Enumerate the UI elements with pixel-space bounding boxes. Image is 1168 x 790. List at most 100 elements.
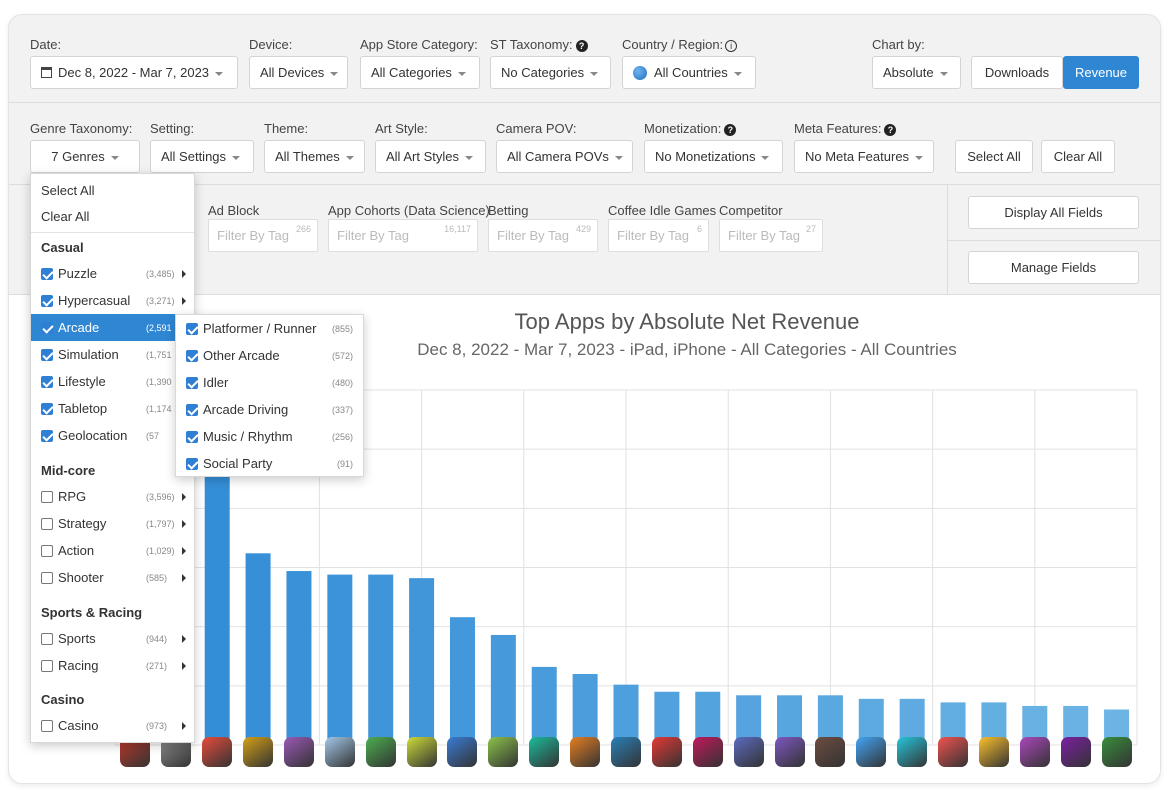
chart-by-dropdown[interactable]: Absolute xyxy=(872,56,961,89)
app-icon[interactable] xyxy=(570,737,601,767)
app-icon[interactable] xyxy=(978,737,1009,767)
checkbox[interactable] xyxy=(41,429,53,442)
revenue-bar-18[interactable] xyxy=(817,695,843,745)
checkbox[interactable] xyxy=(41,294,53,307)
menu-select-all[interactable]: Select All xyxy=(41,183,95,198)
chevron-right-icon[interactable] xyxy=(182,546,186,555)
genre-item-strategy[interactable]: Strategy (1,797) xyxy=(31,510,194,537)
competitor-filter-input[interactable]: Filter By Tag 27 xyxy=(719,219,823,252)
app-icon[interactable] xyxy=(324,737,355,767)
checkbox[interactable] xyxy=(41,348,53,361)
revenue-bar-12[interactable] xyxy=(572,674,598,745)
help-icon[interactable]: ? xyxy=(884,123,897,136)
chevron-right-icon[interactable] xyxy=(182,519,186,528)
checkbox[interactable] xyxy=(186,403,198,416)
camera-pov-dropdown[interactable]: All Camera POVs xyxy=(496,140,633,173)
revenue-bar-9[interactable] xyxy=(449,617,475,745)
checkbox[interactable] xyxy=(186,376,198,389)
revenue-bar-4[interactable] xyxy=(245,553,271,745)
ad-block-filter-input[interactable]: Filter By Tag 266 xyxy=(208,219,318,252)
display-all-fields-button[interactable]: Display All Fields xyxy=(968,196,1139,229)
genre-item-geolocation[interactable]: Geolocation (57 xyxy=(31,422,194,449)
app-icon[interactable] xyxy=(1019,737,1050,767)
app-icon[interactable] xyxy=(447,737,478,767)
checkbox[interactable] xyxy=(186,457,198,470)
revenue-bar-13[interactable] xyxy=(613,684,639,745)
app-icon[interactable] xyxy=(692,737,723,767)
app-icon[interactable] xyxy=(897,737,928,767)
revenue-bar-16[interactable] xyxy=(736,695,762,745)
app-icon[interactable] xyxy=(651,737,682,767)
checkbox[interactable] xyxy=(186,322,198,335)
checkbox[interactable] xyxy=(41,659,53,672)
checkbox[interactable] xyxy=(41,267,53,280)
revenue-bar-6[interactable] xyxy=(327,574,353,745)
checkbox[interactable] xyxy=(41,375,53,388)
app-icon[interactable] xyxy=(202,737,233,767)
chevron-right-icon[interactable] xyxy=(182,269,186,278)
chevron-right-icon[interactable] xyxy=(182,721,186,730)
genre-item-casino[interactable]: Casino (973) xyxy=(31,712,194,739)
app-icon[interactable] xyxy=(815,737,846,767)
country-dropdown[interactable]: All Countries xyxy=(622,56,756,89)
revenue-bar-10[interactable] xyxy=(490,634,516,745)
checkbox[interactable] xyxy=(41,632,53,645)
genre-item-hypercasual[interactable]: Hypercasual (3,271) xyxy=(31,287,194,314)
revenue-bar-11[interactable] xyxy=(531,666,557,745)
checkbox[interactable] xyxy=(41,719,53,732)
revenue-toggle-button[interactable]: Revenue xyxy=(1063,56,1139,89)
coffee-idle-games-filter-input[interactable]: Filter By Tag 6 xyxy=(608,219,709,252)
genre-item-racing[interactable]: Racing (271) xyxy=(31,652,194,679)
checkbox[interactable] xyxy=(41,490,53,503)
genre-item-sports[interactable]: Sports (944) xyxy=(31,625,194,652)
app-icon[interactable] xyxy=(774,737,805,767)
app-store-category-dropdown[interactable]: All Categories xyxy=(360,56,480,89)
app-icon[interactable] xyxy=(243,737,274,767)
genre-item-shooter[interactable]: Shooter (585) xyxy=(31,564,194,591)
arcade-subgenre-other-arcade[interactable]: Other Arcade (572) xyxy=(176,342,363,369)
menu-clear-all[interactable]: Clear All xyxy=(41,209,90,224)
meta-features-dropdown[interactable]: No Meta Features xyxy=(794,140,934,173)
genre-item-lifestyle[interactable]: Lifestyle (1,390 xyxy=(31,368,194,395)
app-icon[interactable] xyxy=(611,737,641,767)
app-cohorts-filter-input[interactable]: Filter By Tag 16,117 xyxy=(328,219,478,252)
clear-all-button[interactable]: Clear All xyxy=(1041,140,1115,173)
chevron-right-icon[interactable] xyxy=(182,634,186,643)
checkbox[interactable] xyxy=(186,430,198,443)
app-icon[interactable] xyxy=(938,737,969,767)
revenue-bar-17[interactable] xyxy=(777,695,803,745)
arcade-subgenre-social-party[interactable]: Social Party (91) xyxy=(176,450,363,477)
app-icon[interactable] xyxy=(365,737,396,767)
chevron-right-icon[interactable] xyxy=(182,573,186,582)
select-all-button[interactable]: Select All xyxy=(955,140,1033,173)
chevron-right-icon[interactable] xyxy=(182,492,186,501)
help-icon[interactable]: ? xyxy=(575,39,588,52)
app-icon[interactable] xyxy=(406,737,437,767)
checkbox[interactable] xyxy=(41,517,53,530)
st-taxonomy-dropdown[interactable]: No Categories xyxy=(490,56,611,89)
genre-item-puzzle[interactable]: Puzzle (3,485) xyxy=(31,260,194,287)
revenue-bar-5[interactable] xyxy=(286,571,312,745)
device-dropdown[interactable]: All Devices xyxy=(249,56,348,89)
arcade-subgenre-platformer-runner[interactable]: Platformer / Runner (855) xyxy=(176,315,363,342)
app-icon[interactable] xyxy=(1101,737,1132,767)
checkbox[interactable] xyxy=(41,321,53,334)
app-icon[interactable] xyxy=(1060,737,1091,767)
genre-item-tabletop[interactable]: Tabletop (1,174 xyxy=(31,395,194,422)
monetization-dropdown[interactable]: No Monetizations xyxy=(644,140,783,173)
genre-item-simulation[interactable]: Simulation (1,751 xyxy=(31,341,194,368)
genre-item-rpg[interactable]: RPG (3,596) xyxy=(31,483,194,510)
setting-dropdown[interactable]: All Settings xyxy=(150,140,254,173)
app-icon[interactable] xyxy=(733,737,764,767)
revenue-bar-15[interactable] xyxy=(695,691,721,745)
app-icon[interactable] xyxy=(529,737,560,767)
theme-dropdown[interactable]: All Themes xyxy=(264,140,365,173)
checkbox[interactable] xyxy=(41,571,53,584)
genre-item-action[interactable]: Action (1,029) xyxy=(31,537,194,564)
date-range-dropdown[interactable]: Dec 8, 2022 - Mar 7, 2023 xyxy=(30,56,238,89)
manage-fields-button[interactable]: Manage Fields xyxy=(968,251,1139,284)
app-icon[interactable] xyxy=(856,737,887,767)
chevron-right-icon[interactable] xyxy=(182,661,186,670)
arcade-subgenre-arcade-driving[interactable]: Arcade Driving (337) xyxy=(176,396,363,423)
revenue-bar-14[interactable] xyxy=(654,691,680,745)
